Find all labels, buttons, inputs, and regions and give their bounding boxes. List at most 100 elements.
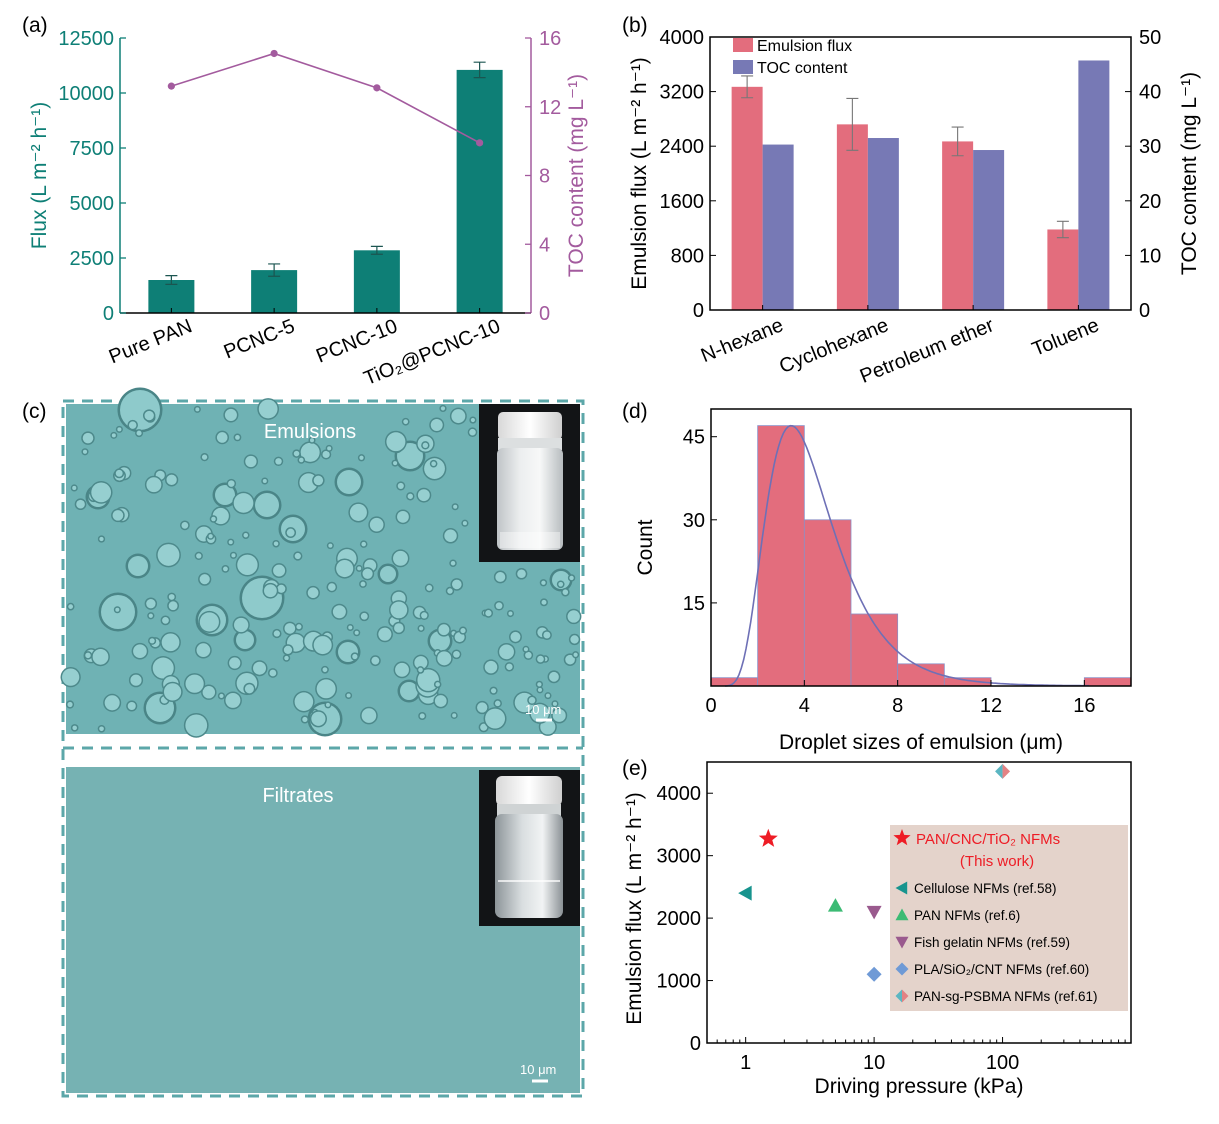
droplet (128, 421, 137, 429)
panel-b-y-tick-label: 4000 (660, 27, 705, 49)
panel-a-y2-tick-label: 8 (539, 166, 550, 188)
droplet (244, 684, 254, 694)
droplet (562, 589, 569, 595)
panel-a-y2-tick-label: 4 (539, 234, 550, 256)
droplet (163, 683, 182, 701)
droplet (393, 550, 408, 566)
droplet (444, 529, 457, 542)
panel-b-y2-tick-label: 40 (1139, 82, 1161, 104)
droplet (386, 432, 406, 452)
panel-d-x-tick-label: 16 (1073, 695, 1095, 717)
droplet (277, 584, 286, 593)
panel-d-y-tick-label: 15 (683, 593, 705, 615)
droplet (361, 541, 366, 547)
panel-d-histogram: (d) 0 4 8 12 16 15 30 45 Count Droplet sizes of… (622, 400, 1132, 754)
toc-content-bar (762, 144, 794, 310)
panel-a-flux-toc-chart: (a) 0 2500 5000 7500 10000 12500 0 4 8 12 16 Pure P… (22, 14, 588, 390)
panel-b-x-tick-label: N-hexane (698, 314, 787, 367)
droplet (286, 528, 295, 537)
legend-label: (This work) (960, 853, 1034, 870)
panel-a-y-axis-label: Flux (L m⁻² h⁻¹) (28, 102, 51, 249)
panel-e-y-tick-label: 0 (690, 1033, 701, 1055)
droplet (149, 638, 155, 644)
droplet (395, 662, 409, 677)
droplet (146, 598, 156, 609)
droplet (328, 543, 333, 548)
filtrate-vial-photo (479, 770, 580, 926)
panel-d-lognormal-fit (724, 424, 1089, 687)
droplet (313, 636, 332, 655)
panel-a-label: (a) (22, 14, 48, 37)
droplet (517, 569, 526, 579)
droplet (495, 572, 506, 582)
filtrates-label: Filtrates (262, 785, 333, 807)
droplet (225, 692, 241, 708)
droplet (390, 601, 408, 619)
droplet (360, 581, 366, 587)
emulsion-flux-error-bar (951, 126, 964, 157)
droplet (296, 624, 302, 630)
panel-d-frame (710, 408, 1132, 687)
panel-a-x-tick-label: PCNC-5 (221, 315, 298, 363)
droplet (311, 711, 326, 726)
droplet (567, 610, 580, 623)
panel-a-bars (148, 61, 503, 314)
droplet (273, 630, 280, 637)
droplet (460, 628, 466, 634)
panel-a-y2-tick-label: 12 (539, 97, 561, 119)
scatter-point (995, 763, 1003, 779)
emulsion-flux-error-bar (846, 97, 859, 151)
panel-b-x-tick-label: Toluene (1029, 314, 1102, 361)
panel-b-y2-tick-label: 30 (1139, 136, 1161, 158)
panel-d-y-tick-label: 30 (683, 510, 705, 532)
flux-error-bar (268, 263, 281, 277)
panel-d-x-tick-label: 8 (892, 695, 903, 717)
droplet (234, 617, 249, 633)
droplet (148, 613, 153, 618)
scatter-point (866, 966, 882, 982)
panel-b-y2-axis-label: TOC content (mg L⁻¹) (1178, 72, 1201, 275)
droplet (537, 682, 542, 687)
scale-bar-label-top: 10 μm (525, 702, 561, 717)
droplet (453, 504, 458, 509)
scatter-point (866, 905, 882, 920)
droplet (525, 651, 532, 659)
panel-b-bars (731, 60, 1110, 311)
droplet (309, 438, 315, 443)
droplet (380, 566, 396, 582)
legend-marker (895, 881, 908, 895)
droplet (302, 716, 308, 723)
droplet (327, 446, 332, 451)
droplet (378, 627, 392, 641)
droplet (528, 697, 536, 704)
vial-cloudy (497, 448, 563, 550)
droplet (537, 687, 542, 692)
panel-d-x-tick-label: 4 (799, 695, 810, 717)
droplet (152, 657, 174, 679)
legend-marker (895, 936, 909, 949)
droplet (506, 663, 513, 670)
droplet (453, 650, 460, 658)
droplet (541, 599, 547, 605)
panel-e-x-axis-label: Driving pressure (kPa) (815, 1075, 1024, 1098)
droplet (117, 427, 122, 432)
droplet (185, 714, 208, 737)
legend-label: Fish gelatin NFMs (ref.59) (914, 935, 1070, 950)
panel-b-y-tick-label: 800 (671, 245, 704, 267)
panel-c-label: (c) (22, 400, 47, 423)
panel-b-y2-tick-label: 20 (1139, 191, 1161, 213)
panel-e-y-axis-label: Emulsion flux (L m⁻² h⁻¹) (623, 792, 646, 1025)
droplet (199, 612, 219, 632)
droplet (477, 702, 488, 713)
emulsion-flux-error-bar (1056, 220, 1069, 239)
droplet (552, 701, 557, 706)
droplet (112, 510, 124, 521)
droplet (451, 409, 466, 424)
flux-error-bar (165, 275, 178, 285)
panel-b-frame (709, 36, 1132, 311)
droplet (569, 575, 574, 581)
droplet (146, 477, 162, 493)
droplet (157, 544, 180, 566)
droplet (130, 674, 142, 686)
droplet (480, 723, 488, 731)
